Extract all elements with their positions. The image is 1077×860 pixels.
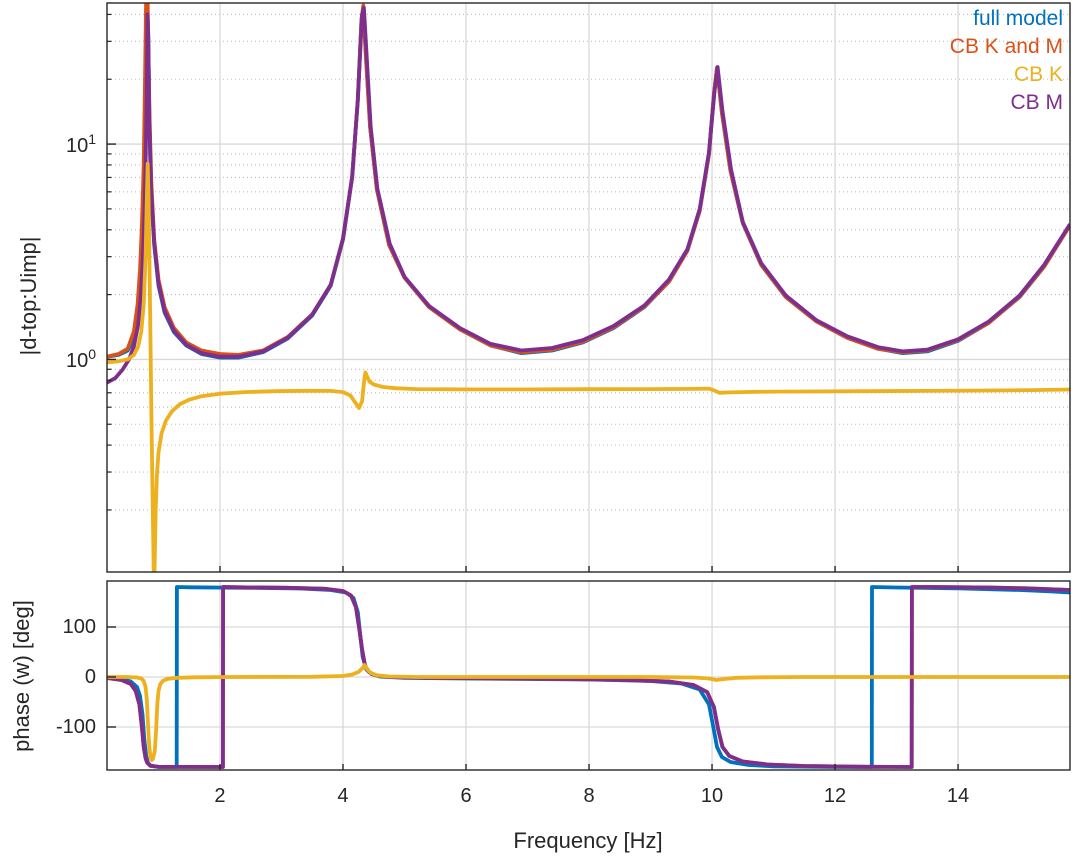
- y-tick-label: 0: [84, 666, 96, 688]
- x-tick-label: 12: [823, 785, 847, 807]
- y-tick-label: 100: [65, 346, 96, 373]
- x-tick-label: 6: [460, 785, 472, 807]
- x-tick-label: 2: [214, 785, 226, 807]
- legend-entry-cb-k-and-m: CB K and M: [949, 35, 1063, 58]
- legend-entry-cb-m: CB M: [1010, 91, 1064, 114]
- magnitude-y-axis-label: |d-top:Uimp|: [16, 236, 41, 356]
- legend: full model CB K and M CB K CB M: [950, 5, 1063, 117]
- series-cb-m-line: [107, 5, 1070, 385]
- x-tick-label: 4: [337, 785, 349, 807]
- y-tick-label: 100: [62, 616, 96, 638]
- x-tick-label: 8: [583, 785, 595, 807]
- y-tick-label: 101: [65, 131, 96, 157]
- x-tick-label: 14: [946, 785, 970, 807]
- x-tick-label: 10: [700, 785, 724, 807]
- series-cb-k-line: [107, 663, 1070, 762]
- legend-entry-full-model: full model: [973, 7, 1063, 30]
- x-axis-label: Frequency [Hz]: [513, 828, 663, 853]
- y-tick-label: -100: [55, 716, 96, 738]
- phase-y-axis-label: phase (w) [deg]: [9, 600, 34, 752]
- legend-entry-cb-k: CB K: [1013, 63, 1063, 86]
- series-cb-k-line: [107, 161, 1070, 572]
